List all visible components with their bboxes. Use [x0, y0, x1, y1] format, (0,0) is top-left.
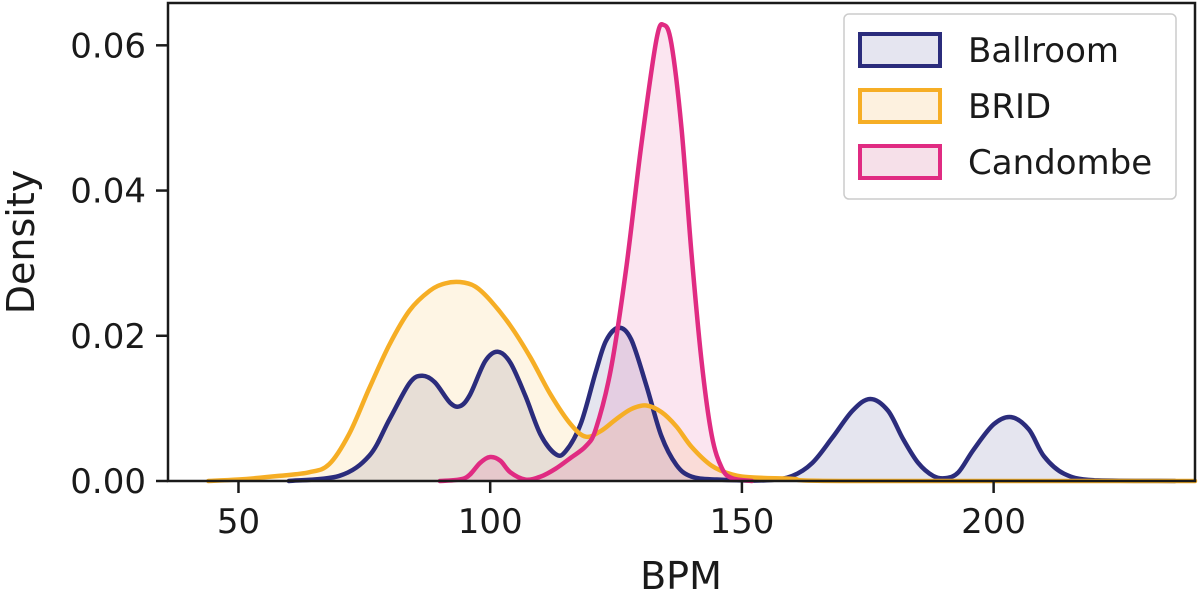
legend: Ballroom BRID Candombe — [843, 13, 1177, 200]
legend-label-ballroom: Ballroom — [968, 31, 1119, 71]
density-lines — [206, 22, 1198, 484]
plot-frame — [166, 1, 1197, 483]
x-axis-ticks: 50 100 150 200 — [217, 481, 1026, 542]
axes-frame — [166, 1, 1197, 483]
y-tick-label: 0.06 — [70, 26, 146, 66]
y-axis-label: Density — [0, 170, 43, 314]
x-tick-label: 50 — [217, 502, 260, 542]
candombe-line — [437, 22, 755, 484]
y-tick-label: 0.02 — [70, 317, 146, 357]
legend-swatch-ballroom — [858, 32, 942, 68]
x-tick-label: 100 — [458, 502, 523, 542]
legend-items: Ballroom BRID Candombe — [858, 31, 1152, 183]
candombe-area — [439, 24, 752, 481]
y-tick-label: 0.04 — [70, 172, 146, 212]
ballroom-line — [286, 325, 1178, 484]
legend-swatch-candombe — [858, 144, 942, 180]
legend-label-brid: BRID — [968, 87, 1051, 127]
brid-area — [208, 281, 1195, 481]
legend-label-candombe: Candombe — [968, 143, 1152, 183]
x-tick-label: 200 — [961, 502, 1026, 542]
x-axis-label: BPM — [640, 554, 722, 593]
x-tick-label: 150 — [709, 502, 774, 542]
legend-swatch-brid — [858, 88, 942, 124]
brid-line — [206, 279, 1198, 484]
y-tick-label: 0.00 — [70, 462, 146, 502]
y-axis-ticks: 0.00 0.02 0.04 0.06 — [70, 26, 168, 502]
